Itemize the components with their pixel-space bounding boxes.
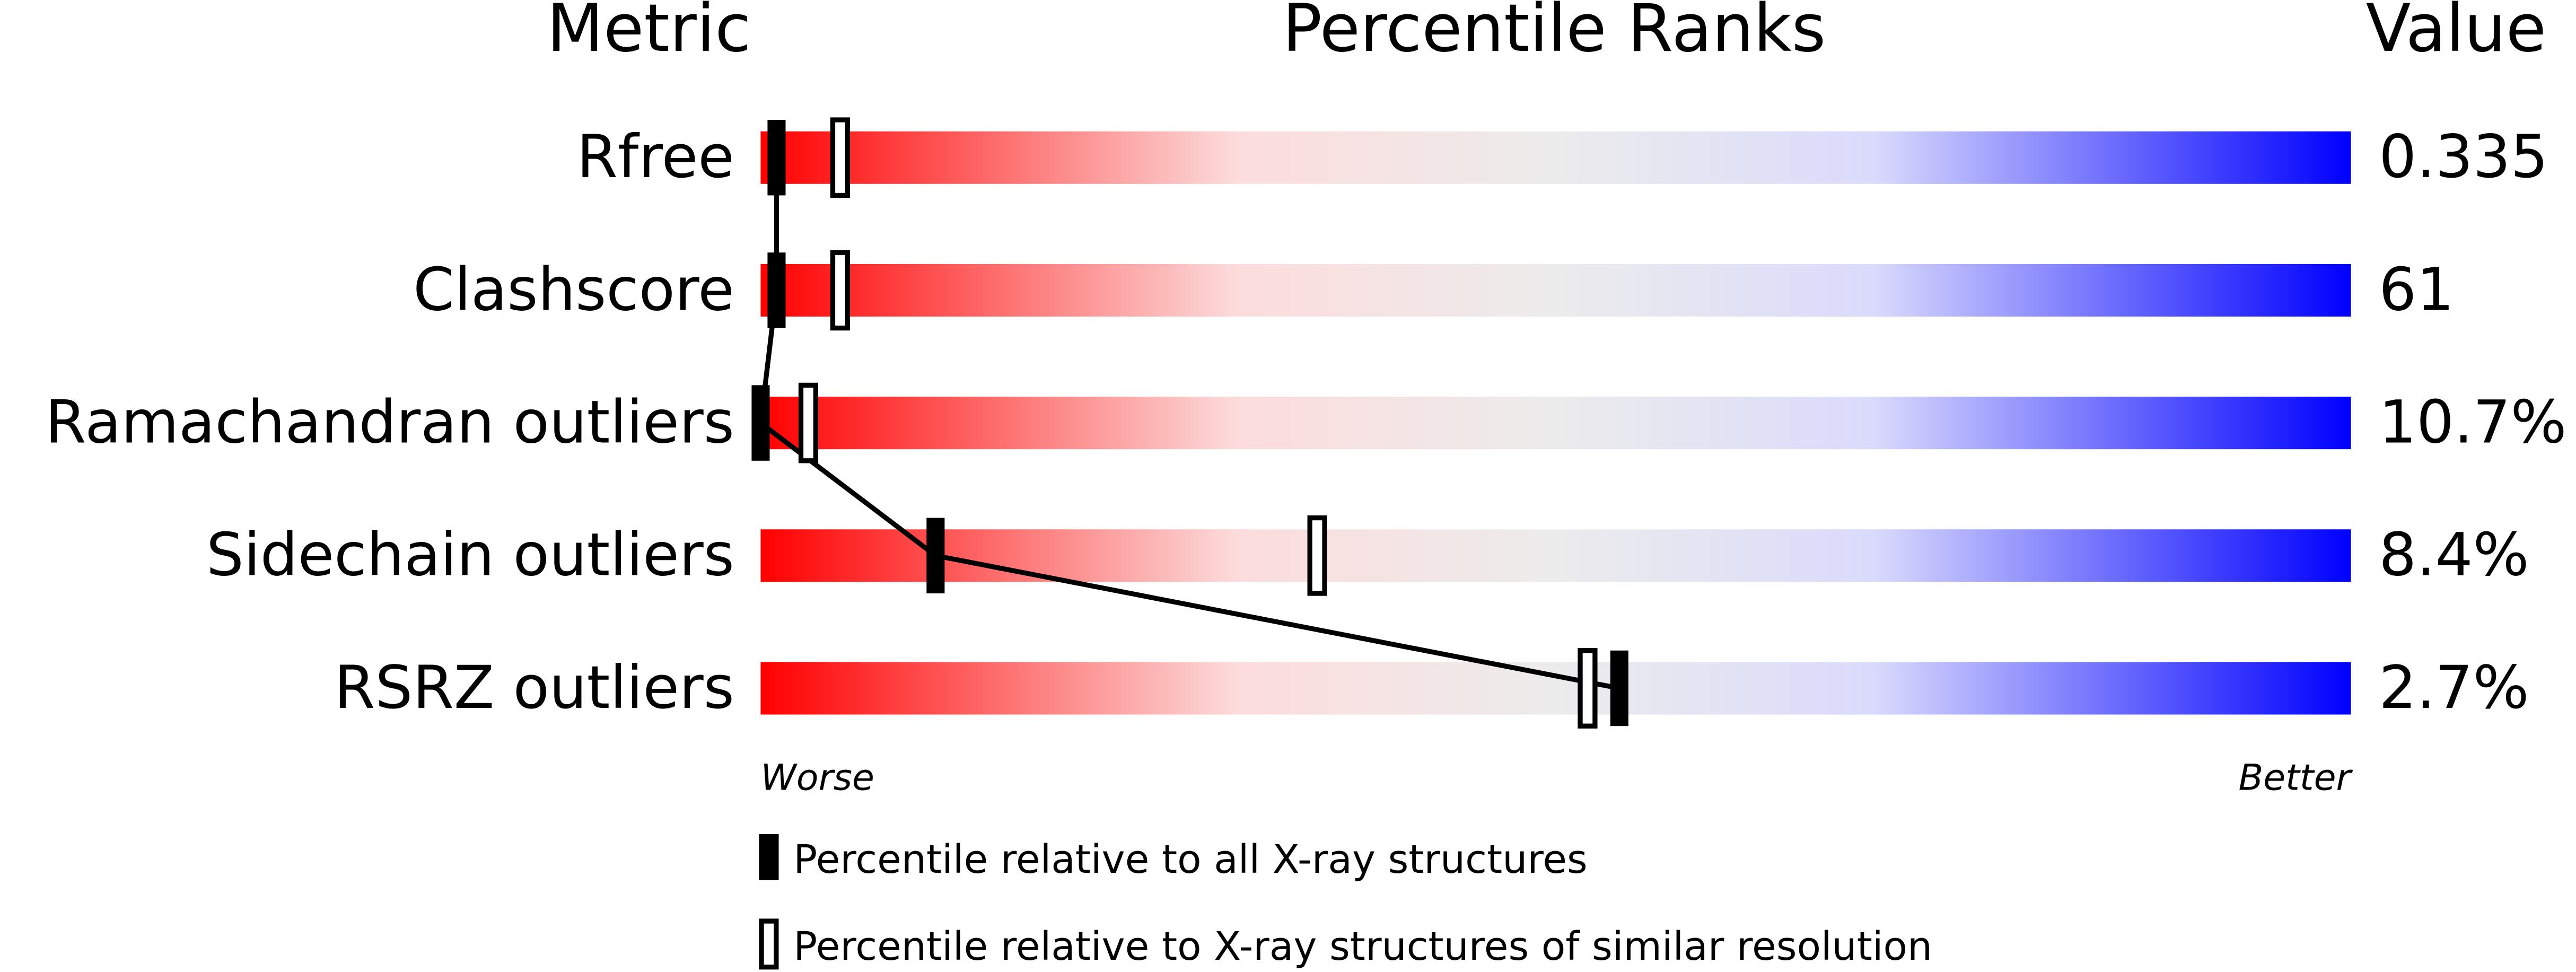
marker-all xyxy=(926,518,945,593)
metric-value: 10.7% xyxy=(2379,389,2566,457)
percentile-bar xyxy=(760,131,2351,184)
marker-similar xyxy=(830,250,851,331)
legend-swatch xyxy=(759,834,779,880)
percentile-bar xyxy=(760,529,2351,582)
marker-similar xyxy=(798,382,819,463)
metric-value: 2.7% xyxy=(2379,654,2529,722)
metric-label: Rfree xyxy=(576,123,734,191)
bars: Rfree 0.335 Clashscore 61 Ramachandran outli… xyxy=(45,123,2566,722)
marker-similar xyxy=(830,117,851,198)
percentile-bar xyxy=(760,264,2351,317)
metric-value: 0.335 xyxy=(2379,123,2548,191)
header-value: Value xyxy=(2366,0,2546,67)
worse-label: Worse xyxy=(760,757,874,799)
header-percentile: Percentile Ranks xyxy=(1282,0,1826,67)
metric-label: Ramachandran outliers xyxy=(45,389,734,457)
percentile-bar xyxy=(760,662,2351,715)
marker-all xyxy=(751,385,770,461)
better-label: Better xyxy=(2238,757,2353,799)
legend-label: Percentile relative to all X-ray structu… xyxy=(793,836,1587,882)
marker-all xyxy=(767,120,786,196)
marker-all xyxy=(767,252,786,328)
metric-value: 61 xyxy=(2379,256,2454,324)
header-metric: Metric xyxy=(547,0,751,67)
markers xyxy=(751,117,1629,729)
metric-label: Sidechain outliers xyxy=(206,521,734,590)
legend-label: Percentile relative to X-ray structures … xyxy=(793,923,1932,969)
metric-value: 8.4% xyxy=(2379,521,2529,590)
marker-all xyxy=(1610,650,1629,726)
marker-similar xyxy=(1307,515,1327,596)
metric-label: RSRZ outliers xyxy=(334,654,734,722)
metric-label: Clashscore xyxy=(413,256,734,324)
legend-swatch xyxy=(759,918,779,970)
legend: Percentile relative to all X-ray structu… xyxy=(759,834,1932,970)
marker-similar xyxy=(1578,648,1598,729)
percentile-bar xyxy=(760,397,2351,450)
